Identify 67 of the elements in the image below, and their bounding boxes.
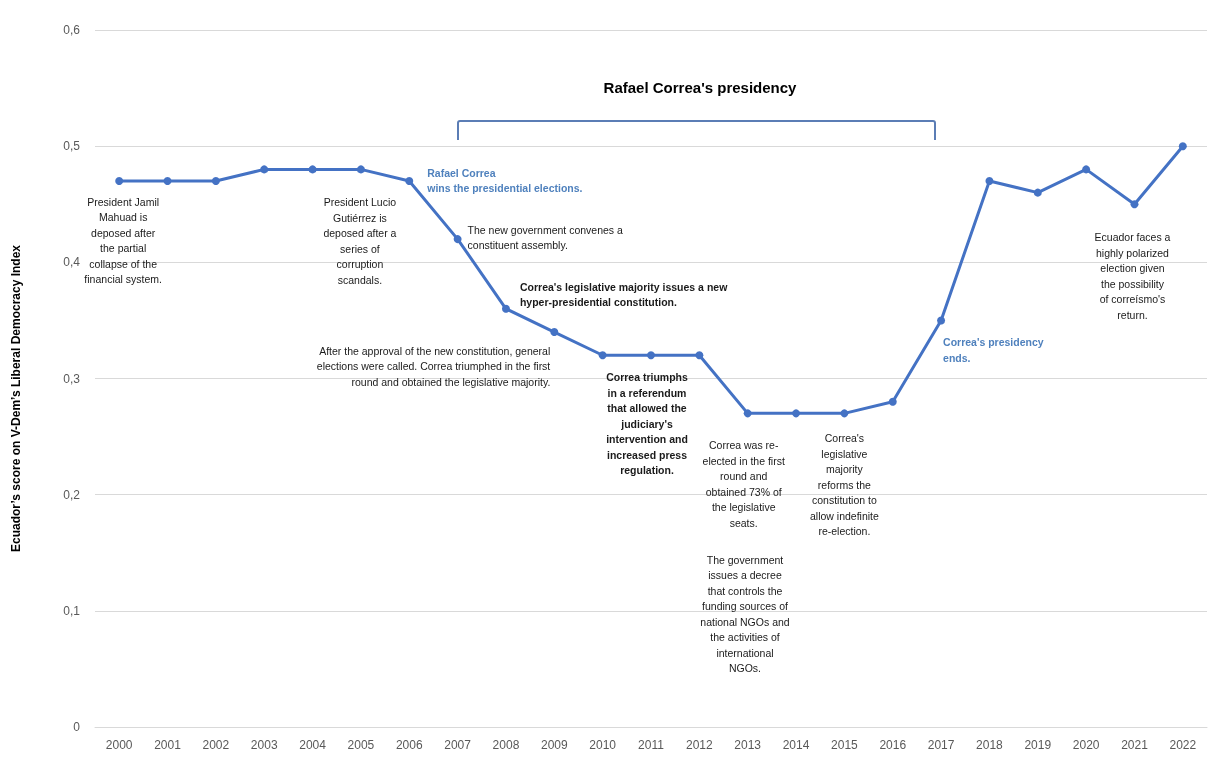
annotation: After the approval of the new constitution, general elections were called. Correa triumphed in the first round and obtained the legislative majority. [316, 344, 551, 388]
y-tick-label: 0 [73, 720, 81, 734]
x-tick-label: 2001 [154, 738, 182, 752]
point [743, 409, 752, 418]
point [550, 328, 559, 337]
point [1130, 200, 1139, 209]
annotation: Correa triumphs in a referendum that allowed the judiciary's intervention and increased press regulation. [606, 371, 688, 477]
x-tick-label: 2021 [1121, 738, 1149, 752]
x-tick-label: 2011 [638, 738, 665, 752]
point [115, 177, 124, 186]
y-axis-title: Ecuador’s score on V-Dem’s Liberal Democracy Index [9, 244, 23, 553]
x-tick-label: 2005 [347, 738, 375, 752]
y-tick-label: 0,3 [63, 371, 81, 386]
point [985, 177, 994, 186]
y-tick-label: 0,6 [63, 23, 81, 37]
x-tick-label: 2015 [831, 738, 859, 752]
x-tick-label: 2006 [395, 738, 423, 752]
x-tick-label: 2018 [976, 738, 1004, 752]
point [840, 409, 849, 418]
point [260, 165, 269, 174]
x-tick-label: 2008 [492, 738, 520, 752]
point [792, 409, 801, 418]
x-tick-label: 2012 [686, 738, 714, 752]
point [1178, 142, 1187, 151]
annotation: Correa was re- elected in the first round and obtained 73% of the legislative seats. [702, 439, 785, 529]
x-tick-label: 2003 [250, 738, 278, 752]
y-tick-label: 0,1 [63, 603, 81, 618]
annotation: Rafael Correa's presidency [603, 79, 798, 97]
y-tick-label: 0,4 [63, 255, 81, 270]
x-tick-label: 2019 [1024, 738, 1052, 752]
point [1082, 165, 1091, 174]
x-tick-label: 2009 [540, 738, 568, 752]
point [1033, 188, 1042, 197]
x-tick-label: 2013 [734, 738, 762, 752]
annotation: The government issues a decree that controls the funding sources of national NGOs and the activities of international NGOs. [700, 553, 790, 675]
point [598, 351, 607, 360]
y-tick-label: 0,5 [63, 139, 81, 154]
x-tick-label: 2020 [1072, 738, 1100, 752]
point [356, 165, 365, 174]
x-tick-label: 2010 [589, 738, 617, 752]
annotation: President Lucio Gutiérrez is deposed after a series of corruption scandals. [323, 196, 397, 286]
point [501, 304, 510, 313]
point [695, 351, 704, 360]
x-tick-label: 2004 [299, 738, 327, 752]
x-tick-label: 2002 [202, 738, 230, 752]
x-tick-label: 2014 [782, 738, 810, 752]
x-tick-label: 2007 [444, 738, 472, 752]
annotation: Correa's legislative majority reforms the constitution to allow indefinite re-election. [809, 432, 879, 538]
x-tick-label: 2017 [927, 738, 955, 752]
annotation: The new government convenes a constituent assembly. [467, 223, 624, 252]
point [308, 165, 317, 174]
point [888, 397, 897, 406]
x-tick-label: 2000 [105, 738, 133, 752]
point [211, 177, 220, 186]
point [647, 351, 655, 360]
annotation: Correa's presidency ends. [943, 336, 1044, 364]
x-tick-label: 2016 [879, 738, 907, 752]
y-tick-label: 0,2 [63, 487, 81, 502]
annotation: Ecuador faces a highly polarized election given the possibility of correísmo's return. [1094, 231, 1171, 321]
annotation: Rafael Correa wins the presidential elections. [426, 166, 583, 195]
point [163, 177, 172, 186]
x-tick-label: 2022 [1169, 738, 1197, 752]
point [453, 235, 462, 244]
point [937, 316, 946, 325]
annotation: Correa's legislative majority issues a new hyper-presidential constitution. [519, 280, 729, 309]
annotation: President Jamil Mahuad is deposed after the partial collapse of the financial system. [84, 195, 162, 286]
point [405, 177, 414, 186]
